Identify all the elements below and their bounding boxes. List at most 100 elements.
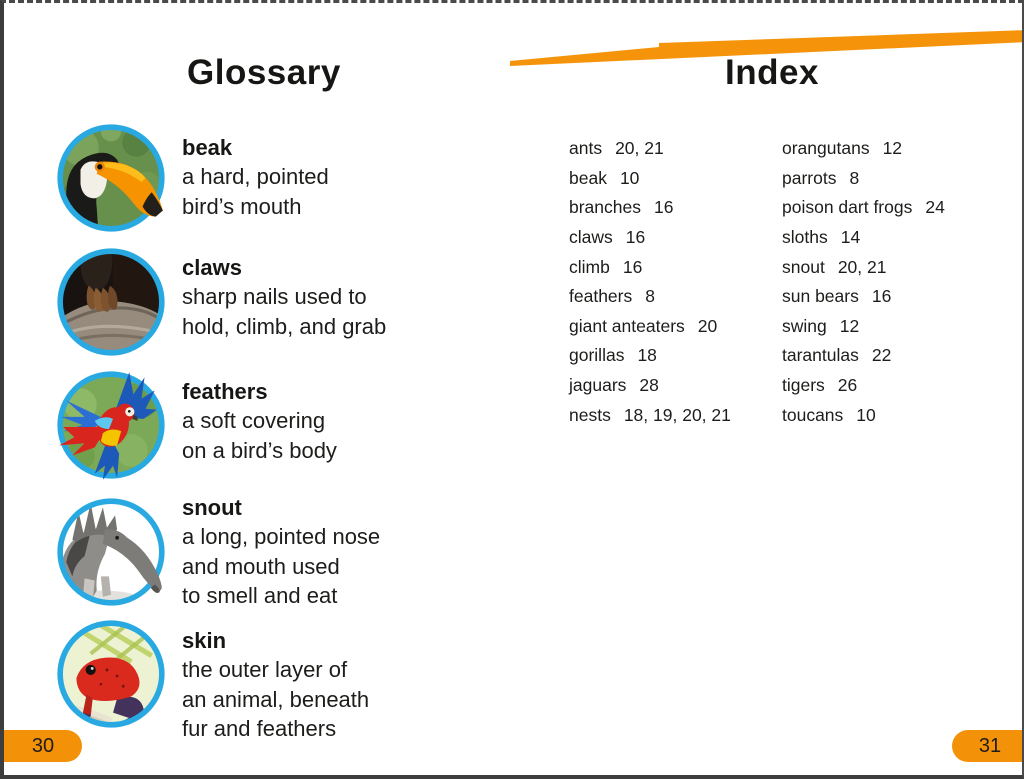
glossary-definition-line: on a bird’s body: [182, 437, 337, 463]
page-number-tab-left: 30: [4, 730, 82, 762]
index-page-numbers: 12: [839, 315, 860, 336]
index-term: branches: [569, 197, 641, 218]
glossary-definition-line: and mouth used: [182, 553, 340, 579]
index-page-numbers: 16: [622, 256, 643, 277]
index-entry: claws 16: [569, 223, 731, 253]
index-term: climb: [569, 256, 610, 277]
index-entry: branches 16: [569, 193, 731, 223]
index-entry: swing 12: [782, 312, 945, 342]
glossary-term: beak: [182, 135, 233, 160]
index-entry: poison dart frogs 24: [782, 193, 945, 223]
index-page-numbers: 14: [840, 227, 861, 248]
index-page-numbers: 22: [871, 345, 892, 366]
orange-swoosh-decoration: [510, 30, 1022, 66]
index-page-numbers: 20: [697, 315, 718, 336]
index-term: giant anteaters: [569, 315, 685, 336]
glossary-definition-line: bird’s mouth: [182, 193, 302, 219]
glossary-entry-text: claws sharp nails used to hold, climb, and…: [182, 253, 386, 341]
index-title: Index: [725, 53, 819, 92]
index-page-numbers: 8: [849, 167, 860, 188]
glossary-definition-line: a hard, pointed: [182, 164, 329, 189]
index-column-left: ants 20, 21 beak 10 branches 16 claws 16 climb 16…: [569, 134, 731, 430]
index-page-numbers: 10: [619, 167, 640, 188]
anteater-photo: [50, 491, 172, 613]
glossary-entry-text: beak a hard, pointed bird’s mouth: [182, 133, 329, 221]
index-entry: climb 16: [569, 252, 731, 282]
flying-parrot-photo: [50, 364, 172, 486]
index-term: feathers: [569, 286, 633, 307]
index-term: tigers: [782, 375, 825, 396]
index-entry: jaguars 28: [569, 371, 731, 401]
index-page-numbers: 26: [837, 375, 858, 396]
red-frog-photo: [50, 613, 172, 735]
index-page-numbers: 20, 21: [615, 138, 664, 159]
index-entry: parrots 8: [782, 164, 945, 194]
page-number-tab-right: 31: [952, 730, 1022, 762]
index-column-right: orangutans 12 parrots 8 poison dart frogs 24 s…: [782, 134, 945, 430]
index-entry: sloths 14: [782, 223, 945, 253]
flying-parrot-photo: [57, 371, 165, 480]
index-entry: ants 20, 21: [569, 134, 731, 164]
page-number: 31: [978, 734, 1002, 757]
glossary-title: Glossary: [187, 53, 341, 92]
index-entry: feathers 8: [569, 282, 731, 312]
glossary-entry-text: snout a long, pointed nose and mouth used t…: [182, 493, 380, 611]
index-term: orangutans: [782, 138, 870, 159]
index-entry: sun bears 16: [782, 282, 945, 312]
index-page-numbers: 16: [871, 286, 892, 307]
index-term: snout: [782, 256, 825, 277]
index-term: toucans: [782, 404, 844, 425]
index-entry: tigers 26: [782, 371, 945, 401]
glossary-definition-line: sharp nails used to: [182, 284, 367, 309]
index-entry: tarantulas 22: [782, 341, 945, 371]
glossary-definition-line: the outer layer of: [182, 657, 348, 682]
glossary-definition-line: fur and feathers: [182, 716, 337, 741]
index-entry: snout 20, 21: [782, 252, 945, 282]
index-term: nests: [569, 404, 611, 425]
glossary-term: feathers: [182, 379, 268, 404]
glossary-term: snout: [182, 495, 242, 520]
index-page-numbers: 24: [925, 197, 945, 218]
index-page-numbers: 8: [645, 286, 655, 307]
index-page-numbers: 10: [856, 404, 876, 425]
glossary-term: claws: [182, 255, 242, 280]
index-page-numbers: 18, 19, 20, 21: [623, 404, 731, 425]
index-page-numbers: 18: [637, 345, 657, 366]
glossary-entry-text: skin the outer layer of an animal, beneath…: [182, 626, 369, 744]
claws-on-branch-photo: [57, 248, 165, 356]
index-page-numbers: 20, 21: [837, 256, 887, 277]
index-entry: nests 18, 19, 20, 21: [569, 400, 731, 430]
index-entry: toucans 10: [782, 400, 945, 430]
index-term: poison dart frogs: [782, 197, 913, 218]
index-entry: giant anteaters 20: [569, 312, 731, 342]
page-number: 30: [31, 734, 55, 757]
red-frog-photo: [57, 620, 165, 728]
glossary-definition-line: hold, climb, and grab: [182, 313, 387, 339]
index-page-numbers: 16: [625, 227, 646, 248]
glossary-page: Glossary beak a hard, pointed bird’s mouth: [4, 3, 516, 775]
index-entry: orangutans 12: [782, 134, 945, 164]
glossary-definition-line: an animal, beneath: [182, 686, 370, 712]
index-term: parrots: [782, 167, 837, 188]
index-term: tarantulas: [782, 345, 859, 366]
index-term: ants: [569, 138, 603, 159]
glossary-definition-line: to smell and eat: [182, 583, 338, 608]
index-entry: beak 10: [569, 164, 731, 194]
claws-on-branch-photo: [50, 241, 172, 363]
index-term: beak: [569, 167, 607, 188]
index-term: sloths: [782, 227, 828, 248]
glossary-definition-line: a long, pointed nose: [182, 524, 381, 549]
index-term: jaguars: [569, 375, 627, 396]
glossary-definition-line: a soft covering: [182, 408, 326, 433]
index-term: claws: [569, 227, 613, 248]
toucan-photo: [50, 117, 172, 239]
glossary-entry-text: feathers a soft covering on a bird’s body: [182, 377, 337, 465]
index-term: sun bears: [782, 286, 859, 307]
glossary-term: skin: [182, 628, 227, 653]
index-entry: gorillas 18: [569, 341, 731, 371]
index-page-numbers: 28: [639, 375, 659, 396]
toucan-photo: [57, 124, 165, 232]
index-page: Index ants 20, 21 beak 10 branches 16 claws 16 c…: [510, 3, 1022, 775]
index-term: swing: [782, 315, 827, 336]
